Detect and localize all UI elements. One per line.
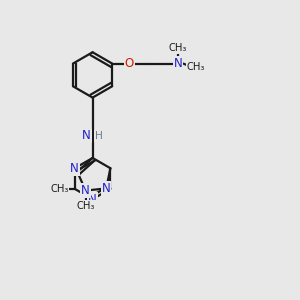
Text: N: N — [88, 193, 97, 206]
Text: O: O — [125, 57, 134, 70]
Text: N: N — [102, 182, 110, 195]
Text: N: N — [82, 129, 91, 142]
Text: CH₃: CH₃ — [187, 61, 205, 71]
Text: CH₃: CH₃ — [50, 184, 69, 194]
Text: H: H — [95, 131, 103, 141]
Text: CH₃: CH₃ — [76, 201, 95, 211]
Text: CH₃: CH₃ — [169, 43, 188, 53]
Text: N: N — [70, 162, 79, 175]
Text: N: N — [174, 57, 182, 70]
Text: N: N — [81, 184, 90, 197]
